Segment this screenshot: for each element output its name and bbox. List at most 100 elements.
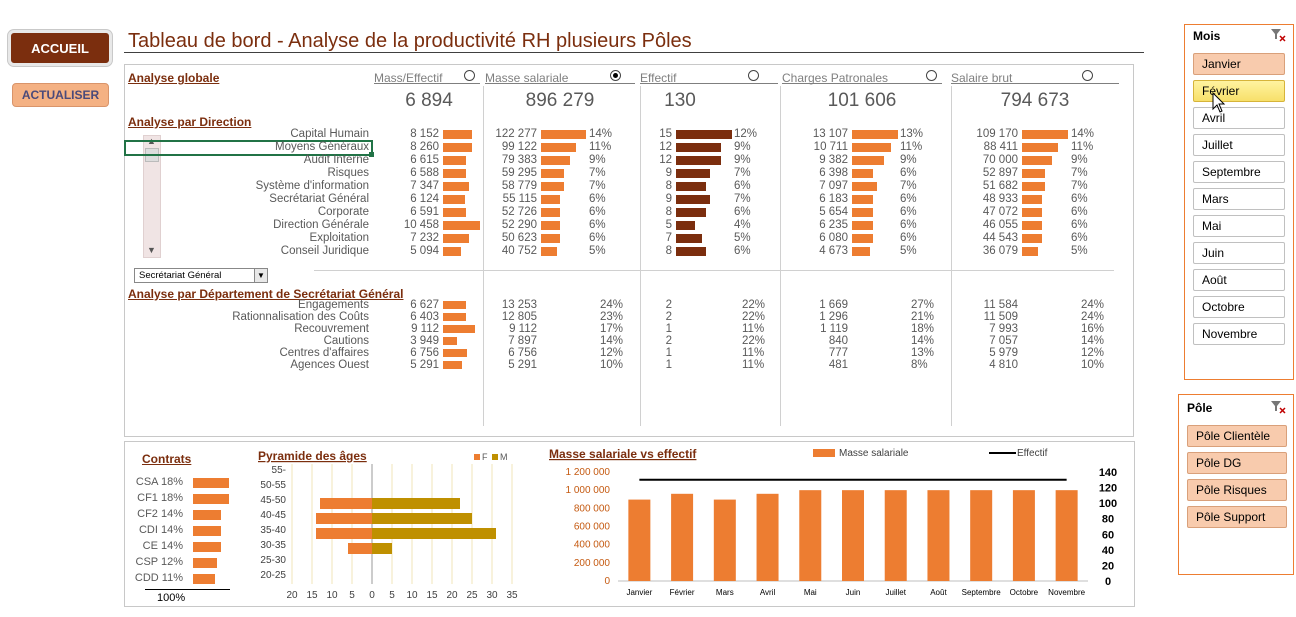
mouse-cursor-icon (1212, 92, 1226, 113)
slicer-mois-item[interactable]: Juillet (1193, 134, 1285, 156)
combo-x-tick: Juillet (886, 588, 907, 597)
department-mass-effectif: 6 627 (410, 299, 439, 311)
department-ef-value: 1 (665, 323, 672, 335)
slicer-mois-item[interactable]: Janvier (1193, 53, 1285, 75)
direction-cp-value: 10 711 (813, 141, 848, 153)
slicer-mois-item[interactable]: Juin (1193, 242, 1285, 264)
contrat-bar (193, 542, 221, 552)
direction-name: Capital Humain (290, 128, 369, 140)
slicer-pole-item[interactable]: Pôle Support (1187, 506, 1287, 528)
department-ef-pct: 22% (742, 311, 766, 323)
direction-name: Exploitation (309, 232, 369, 244)
main-panel (124, 64, 1134, 437)
department-sb-value: 11 584 (983, 299, 1018, 311)
slicer-mois-item[interactable]: Août (1193, 269, 1285, 291)
combo-y-right-tick: 40 (1102, 545, 1114, 557)
direction-ms-pct: 5% (589, 245, 606, 257)
column-header-rule (640, 83, 778, 84)
direction-cp-pct: 6% (900, 193, 917, 205)
legend-m-label: M (500, 452, 508, 462)
combo-y-right-tick: 0 (1105, 576, 1111, 588)
direction-sb-bar (1022, 195, 1042, 204)
direction-ms-pct: 9% (589, 154, 606, 166)
direction-sb-pct: 11% (1071, 141, 1094, 153)
slicer-mois-item[interactable]: Octobre (1193, 296, 1285, 318)
legend-m-swatch (492, 454, 498, 460)
direction-sb-pct: 5% (1071, 245, 1088, 257)
department-ef-value: 2 (665, 299, 672, 311)
department-cp-pct: 27% (911, 299, 935, 311)
pyramid-x-tick: 15 (306, 590, 318, 601)
department-ef-value: 2 (665, 335, 672, 347)
direction-ms-pct: 7% (589, 180, 606, 192)
slicer-mois-item[interactable]: Avril (1193, 107, 1285, 129)
pyramid-y-tick: 25-30 (260, 555, 286, 566)
slicer-mois-item[interactable]: Septembre (1193, 161, 1285, 183)
direction-ef-value: 9 (665, 167, 672, 179)
department-name: Engagements (298, 299, 369, 311)
clear-filter-icon[interactable] (1269, 400, 1287, 414)
direction-scrollbar[interactable] (143, 135, 161, 258)
direction-dropdown[interactable]: Secrétariat Général (134, 268, 268, 283)
direction-mass-effectif-bar (443, 221, 480, 230)
department-sb-pct: 10% (1081, 359, 1105, 371)
slicer-pole-item[interactable]: Pôle DG (1187, 452, 1287, 474)
direction-cp-value: 9 382 (819, 154, 848, 166)
slicer-mois-item[interactable]: Février (1193, 80, 1285, 102)
direction-sb-bar (1022, 130, 1068, 139)
accueil-button[interactable]: ACCUEIL (8, 30, 112, 66)
slicer-pole-item[interactable]: Pôle Risques (1187, 479, 1287, 501)
direction-sb-value: 88 411 (983, 141, 1018, 153)
department-ms-pct: 24% (600, 299, 624, 311)
direction-sb-value: 47 072 (982, 206, 1018, 218)
direction-cp-value: 6 080 (819, 232, 848, 244)
direction-cp-bar (852, 130, 898, 139)
clear-filter-icon[interactable] (1269, 28, 1287, 42)
radio-option-0[interactable] (464, 70, 475, 81)
radio-option-3[interactable] (926, 70, 937, 81)
department-mass-effectif-bar (443, 325, 475, 333)
direction-ms-bar (541, 156, 570, 165)
direction-ms-bar (541, 195, 560, 204)
direction-mass-effectif: 7 232 (410, 232, 439, 244)
slicer-pole-item[interactable]: Pôle Clientèle (1187, 425, 1287, 447)
direction-ms-value: 40 752 (501, 245, 537, 257)
direction-sb-value: 48 933 (982, 193, 1018, 205)
slicer-mois-item[interactable]: Mai (1193, 215, 1285, 237)
combo-y-left-tick: 200 000 (574, 558, 611, 569)
radio-option-4[interactable] (1082, 70, 1093, 81)
combo-y-right-tick: 120 (1099, 483, 1117, 495)
contrat-bar (193, 558, 217, 568)
scroll-down-icon[interactable]: ▼ (147, 245, 156, 255)
direction-ms-pct: 14% (589, 128, 613, 140)
department-ef-value: 1 (665, 347, 672, 359)
radio-option-1[interactable] (610, 70, 621, 81)
radio-option-2[interactable] (748, 70, 759, 81)
pyramid-x-tick: 20 (446, 590, 458, 601)
direction-name: Risques (327, 167, 369, 179)
direction-sb-bar (1022, 234, 1042, 243)
pyramid-y-tick: 35-40 (260, 525, 286, 536)
dropdown-arrow-icon[interactable]: ▼ (254, 269, 267, 282)
pyramid-y-tick: 20-25 (260, 570, 286, 581)
direction-cp-pct: 6% (900, 167, 917, 179)
direction-cp-bar (852, 208, 873, 217)
direction-ef-pct: 9% (734, 154, 751, 166)
actualiser-button[interactable]: ACTUALISER (12, 83, 109, 107)
direction-ms-value: 52 290 (501, 219, 537, 231)
direction-sb-pct: 7% (1071, 180, 1088, 192)
pyramid-x-tick: 30 (486, 590, 498, 601)
department-ef-pct: 11% (742, 347, 765, 359)
direction-ms-pct: 6% (589, 219, 606, 231)
combo-bar (756, 493, 779, 581)
direction-ef-value: 12 (659, 154, 672, 166)
contrat-total: 100% (157, 592, 186, 604)
combo-y-right-tick: 140 (1099, 467, 1117, 479)
direction-ms-bar (541, 169, 564, 178)
slicer-mois-item[interactable]: Mars (1193, 188, 1285, 210)
slicer-mois-item[interactable]: Novembre (1193, 323, 1285, 345)
legend-masse-label: Masse salariale (839, 448, 909, 459)
pyramid-bar-m (372, 513, 472, 524)
department-ms-pct: 17% (600, 323, 624, 335)
direction-name: Moyens Généraux (275, 141, 369, 153)
